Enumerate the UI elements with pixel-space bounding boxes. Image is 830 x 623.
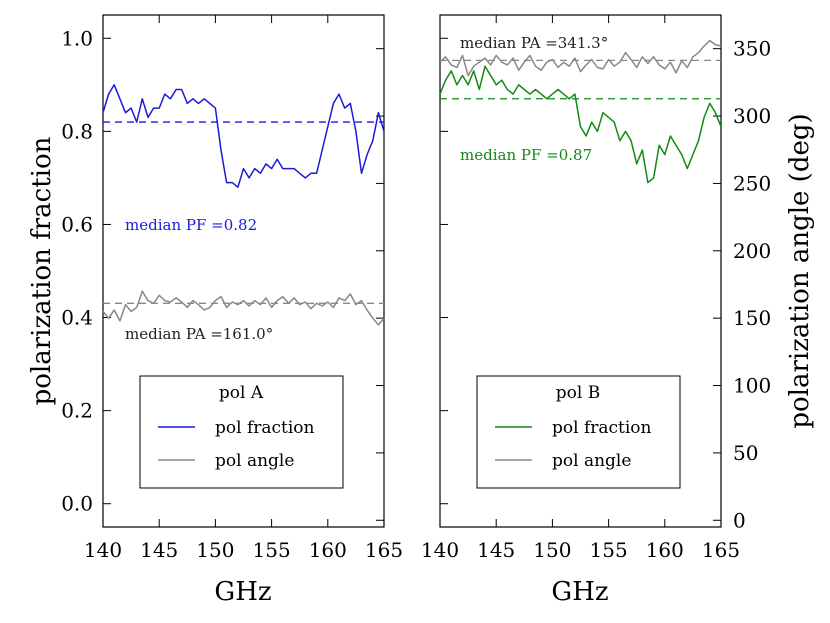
plot-frame [102, 14, 385, 528]
x-tick-label: 145 [477, 538, 515, 562]
series-pol-fraction [439, 65, 722, 184]
legend-box [139, 375, 344, 489]
y-axis-label: polarization angle (deg) [785, 113, 815, 428]
x-axis-label: GHz [214, 577, 271, 607]
panel-pol-b: 140 145 150 155 160 165050100150200250300350 … [421, 14, 815, 607]
y-tick-label: 0.0 [61, 492, 93, 516]
legend-label-pol-fraction: pol fraction [552, 418, 652, 438]
y-tick-label: 0.4 [61, 306, 93, 330]
legend-title: pol A [219, 383, 264, 403]
x-tick-label: 165 [365, 538, 403, 562]
x-axis-label: GHz [551, 577, 608, 607]
y2-tick-label: 250 [733, 171, 771, 195]
y2-tick-label: 50 [733, 441, 758, 465]
y-tick-label: 0.6 [61, 212, 93, 236]
legend-label-pol-angle: pol angle [215, 451, 294, 471]
x-tick-label: 160 [646, 538, 684, 562]
legend-box [476, 375, 681, 489]
y2-tick-label: 150 [733, 306, 771, 330]
legend: pol B pol fraction pol angle [476, 375, 681, 489]
panel-pol-a: 140 145 150 155 160 165 0.0 0.2 0.4 0.6 0.8 1.0 med… [27, 14, 403, 607]
x-tick-label: 150 [533, 538, 571, 562]
y2-tick-label: 0 [733, 508, 746, 532]
y-tick-label: 1.0 [61, 26, 93, 50]
x-tick-label: 160 [309, 538, 347, 562]
annotation-median-pf: median PF =0.82 [125, 216, 257, 234]
y2-tick-label: 200 [733, 239, 771, 263]
annotation-median-pa: median PA =341.3° [460, 34, 608, 52]
annotation-median-pa: median PA =161.0° [125, 325, 273, 343]
y2-tick-label: 100 [733, 374, 771, 398]
x-tick-label: 155 [253, 538, 291, 562]
plot-frame [439, 14, 722, 528]
legend: pol A pol fraction pol angle [139, 375, 344, 489]
y-axis-label: polarization fraction [27, 136, 57, 405]
x-tick-label: 140 [421, 538, 459, 562]
series-pol-fraction [102, 84, 385, 188]
legend-label-pol-fraction: pol fraction [215, 418, 315, 438]
x-tick-label: 150 [196, 538, 234, 562]
y2-tick-label: 350 [733, 37, 771, 61]
y2-tick-label: 300 [733, 104, 771, 128]
x-tick-label: 155 [590, 538, 628, 562]
x-tick-label: 140 [84, 538, 122, 562]
series-pol-angle [102, 290, 385, 326]
annotation-median-pf: median PF =0.87 [460, 146, 592, 164]
y-tick-label: 0.2 [61, 399, 93, 423]
legend-label-pol-angle: pol angle [552, 451, 631, 471]
x-tick-label: 165 [702, 538, 740, 562]
y-tick-label: 0.8 [61, 119, 93, 143]
x-tick-label: 145 [140, 538, 178, 562]
legend-title: pol B [556, 383, 600, 403]
series-pol-angle [439, 39, 722, 77]
